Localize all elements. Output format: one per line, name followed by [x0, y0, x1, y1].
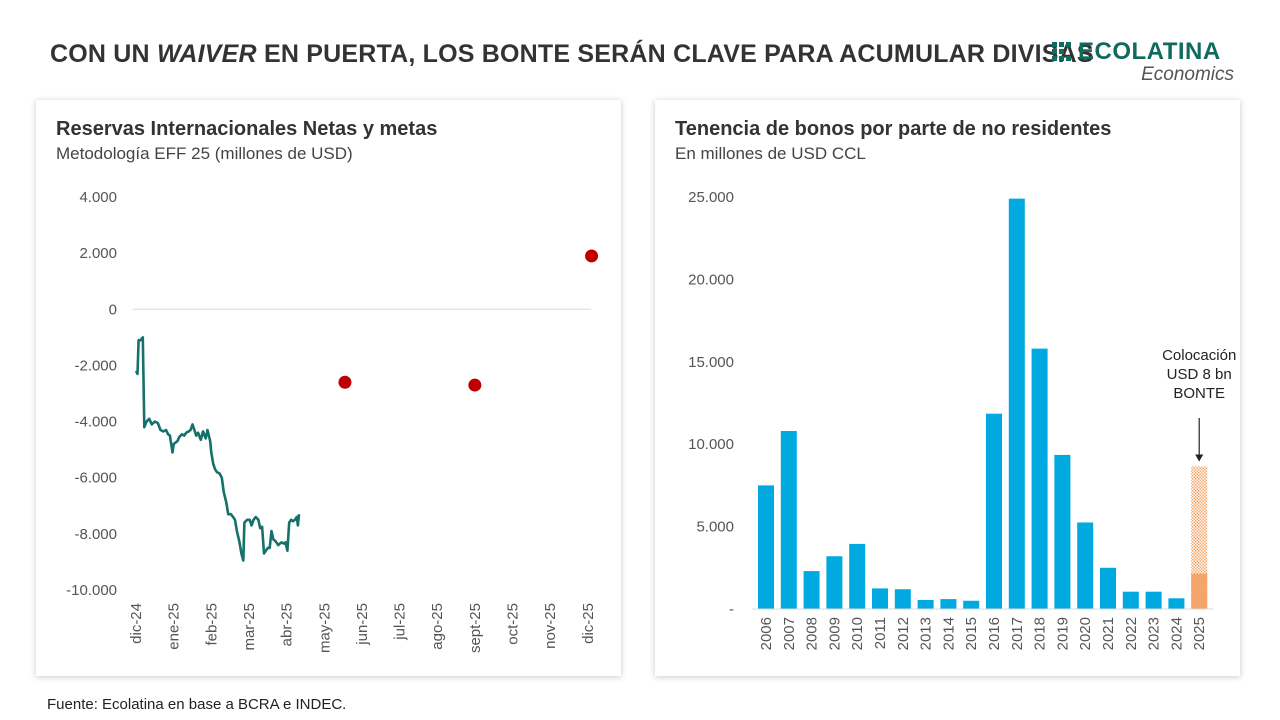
y-tick-label: -4.000: [74, 414, 117, 431]
bar: [780, 431, 797, 609]
x-tick-label: 2024: [1168, 617, 1185, 650]
y-tick-label: 15.000: [688, 354, 734, 371]
x-tick-label: ago-25: [429, 603, 446, 650]
x-tick-label: 2016: [986, 617, 1003, 650]
x-tick-label: ene-25: [166, 603, 183, 650]
y-tick-label: -2.000: [74, 357, 117, 374]
x-tick-label: 2008: [804, 617, 821, 650]
reserves-chart: 4.000 2.000 0 -2.000 -4.000 -6.000 -8.000 -10.0…: [66, 189, 599, 653]
x-tick-label: sept-25: [467, 603, 484, 653]
x-tick-label: 2021: [1100, 617, 1117, 650]
logo-grid-icon: [1052, 42, 1072, 62]
x-tick-label: 2022: [1123, 617, 1140, 650]
annotation-arrow-head: [1195, 454, 1204, 462]
x-tick-label: 2007: [781, 617, 798, 650]
x-tick-label: dic-25: [580, 603, 597, 644]
x-tick-label: may-25: [316, 603, 333, 653]
source-note: Fuente: Ecolatina en base a BCRA e INDEC…: [47, 696, 347, 713]
bar: [1077, 522, 1094, 609]
reserves-chart-title: Reservas Internacionales Netas y metas: [56, 118, 438, 140]
y-tick-label: -: [729, 601, 734, 618]
ecolatina-logo: ECOLATINA Economics: [1052, 38, 1242, 88]
x-tick-label: 2018: [1032, 617, 1049, 650]
y-tick-label: 4.000: [79, 189, 117, 206]
bonds-chart-panel: Tenencia de bonos por parte de no reside…: [655, 100, 1240, 676]
x-tick-label: 2020: [1077, 617, 1094, 650]
x-tick-label: 2006: [758, 617, 775, 650]
x-tick-label: dic-24: [128, 603, 145, 644]
bar: [1122, 591, 1139, 609]
bar: [894, 589, 911, 609]
y-tick-label: 10.000: [688, 436, 734, 453]
bar-projected-bonte: [1191, 466, 1208, 609]
logo-sub: Economics: [1141, 64, 1234, 85]
x-tick-label: jun-25: [354, 603, 371, 646]
target-point: [468, 378, 482, 392]
x-tick-label: 2010: [849, 617, 866, 650]
target-point: [585, 249, 599, 263]
y-tick-label: 0: [109, 301, 117, 318]
reserves-chart-subtitle: Metodología EFF 25 (millones de USD): [56, 144, 353, 163]
x-tick-label: 2019: [1054, 617, 1071, 650]
x-tick-label: mar-25: [241, 603, 258, 651]
y-tick-label: -8.000: [74, 526, 117, 543]
y-tick-label: 20.000: [688, 271, 734, 288]
bonds-chart-title: Tenencia de bonos por parte de no reside…: [675, 118, 1112, 140]
x-tick-label: abr-25: [279, 603, 296, 646]
x-tick-label: 2014: [940, 617, 957, 650]
bar: [1191, 573, 1208, 609]
y-tick-label: 5.000: [696, 519, 734, 536]
x-tick-label: jul-25: [392, 603, 409, 641]
bonds-chart: 25.000 20.000 15.000 10.000 5.000 - 2006 2007 20…: [688, 189, 1236, 650]
bar: [803, 571, 820, 609]
reserves-line: [134, 336, 301, 562]
target-point: [338, 375, 352, 389]
bar: [963, 600, 980, 609]
y-tick-label: -10.000: [66, 582, 117, 599]
bar: [1100, 567, 1116, 609]
bar: [1008, 198, 1025, 609]
annotation-text: BONTE: [1173, 385, 1225, 402]
annotation-text: USD 8 bn: [1167, 366, 1232, 383]
x-tick-label: 2011: [872, 617, 889, 649]
x-tick-label: 2012: [895, 617, 912, 650]
bar: [1168, 598, 1185, 609]
reserves-chart-panel: Reservas Internacionales Netas y metas M…: [36, 100, 621, 676]
bar: [872, 588, 888, 609]
y-tick-label: 2.000: [79, 245, 117, 262]
bar: [986, 413, 1002, 609]
x-tick-label: 2017: [1009, 617, 1026, 650]
x-tick-label: 2023: [1146, 617, 1163, 650]
x-tick-label: nov-25: [542, 603, 559, 649]
logo-name: ECOLATINA: [1078, 38, 1221, 65]
y-tick-label: -6.000: [74, 470, 117, 487]
x-tick-label: 2013: [918, 617, 935, 650]
page-title: CON UN WAIVER EN PUERTA, LOS BONTE SERÁN…: [50, 40, 1094, 68]
bar: [826, 556, 843, 609]
y-tick-label: 25.000: [688, 189, 734, 206]
annotation-text: Colocación: [1162, 347, 1236, 364]
bonds-chart-subtitle: En millones de USD CCL: [675, 144, 866, 163]
bar: [849, 543, 866, 609]
x-tick-label: 2025: [1191, 617, 1208, 650]
bar: [758, 485, 774, 609]
bar: [1031, 348, 1048, 609]
bar: [1145, 591, 1162, 609]
bar: [1054, 454, 1071, 609]
bar: [917, 599, 934, 609]
bar: [940, 599, 957, 609]
x-tick-label: 2009: [826, 617, 843, 650]
x-tick-label: feb-25: [203, 603, 220, 646]
x-tick-label: oct-25: [505, 603, 522, 645]
x-tick-label: 2015: [963, 617, 980, 650]
